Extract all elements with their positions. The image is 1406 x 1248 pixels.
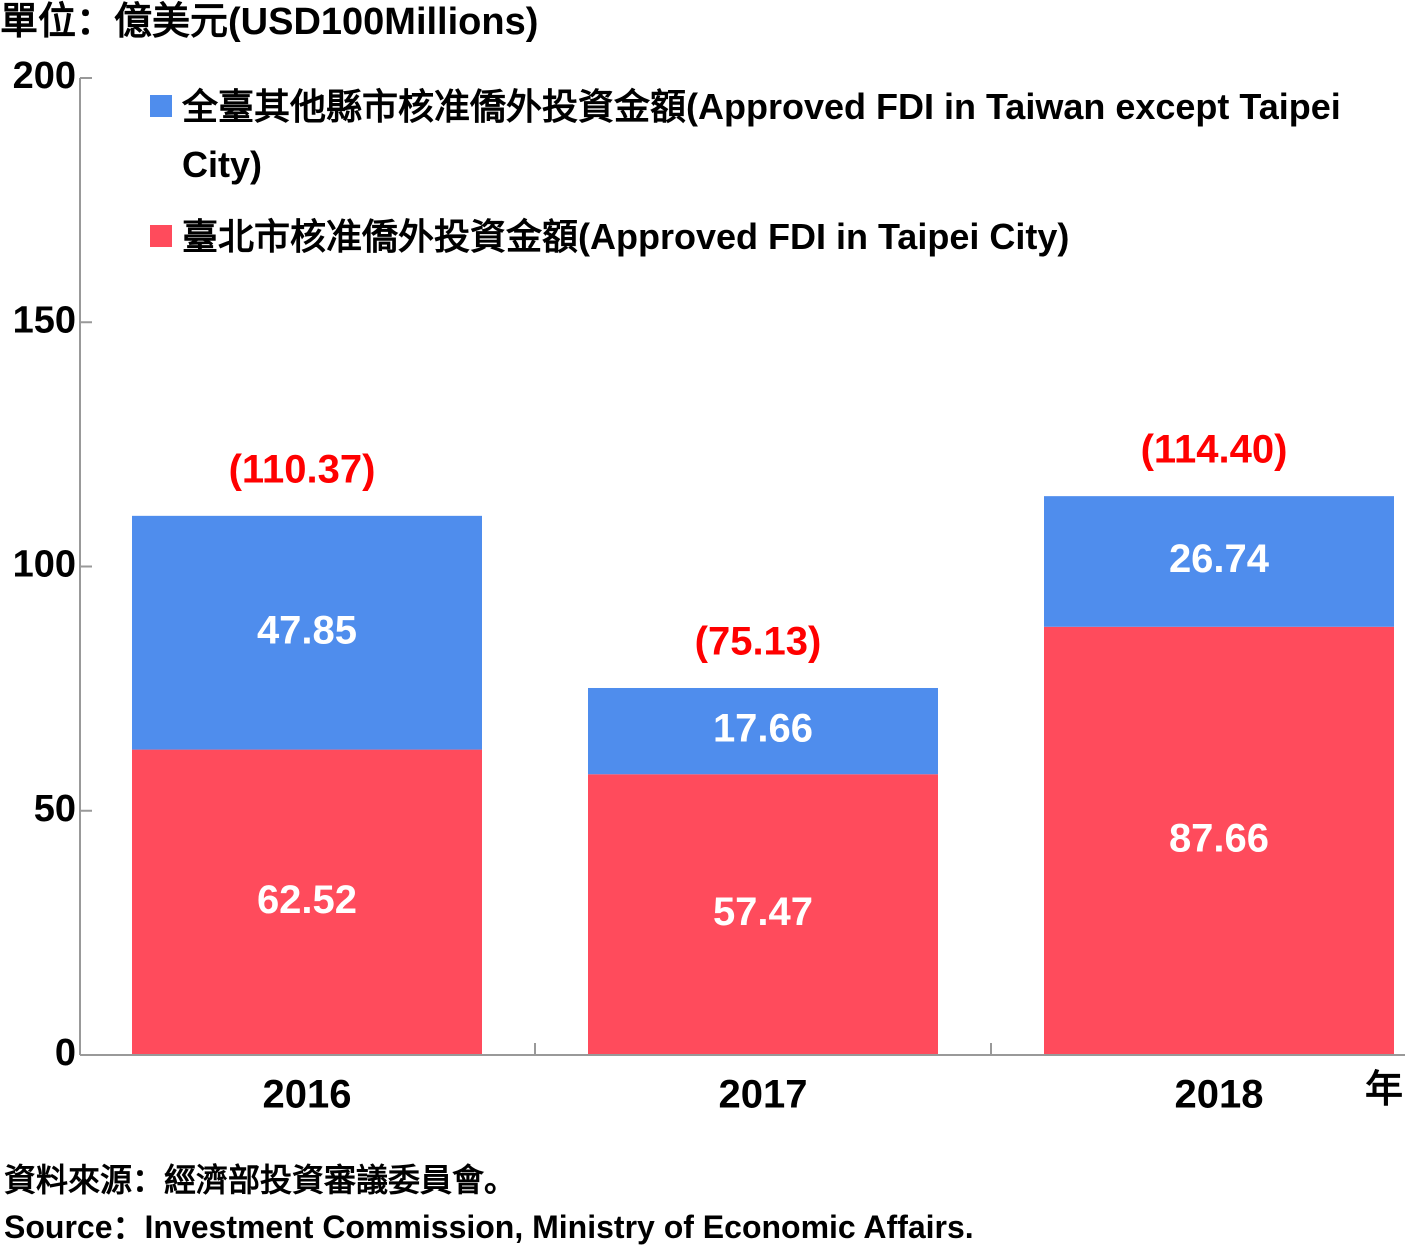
- value-label: 47.85: [257, 608, 357, 652]
- total-label: (110.37): [229, 447, 376, 491]
- x-tick-label: 2017: [719, 1073, 808, 1117]
- bar-segment: [132, 515, 482, 750]
- value-label: 17.66: [713, 707, 813, 751]
- bar-segment: [588, 687, 938, 775]
- y-tick-label: 200: [13, 55, 76, 97]
- total-label: (75.13): [695, 620, 822, 664]
- value-label: 87.66: [1169, 816, 1269, 860]
- x-unit: 年: [1365, 1069, 1403, 1111]
- x-tick-label: 2016: [263, 1073, 352, 1117]
- source-zh: 資料來源：經濟部投資審議委員會。: [4, 1162, 517, 1198]
- value-label: 62.52: [257, 878, 357, 922]
- y-tick-label: 50: [34, 788, 76, 830]
- legend-swatch: [150, 225, 172, 247]
- legend-swatch: [150, 95, 172, 117]
- y-tick-label: 150: [13, 299, 76, 341]
- bar-segment: [1044, 626, 1394, 1055]
- bar-segment: [132, 749, 482, 1055]
- source-en: Source：Investment Commission, Ministry o…: [4, 1209, 974, 1245]
- x-tick-label: 2018: [1175, 1073, 1264, 1117]
- y-tick-label: 100: [13, 544, 76, 586]
- value-label: 57.47: [713, 890, 813, 934]
- total-label: (114.40): [1141, 428, 1288, 472]
- y-tick-label: 0: [55, 1032, 76, 1074]
- bar-segment: [588, 774, 938, 1055]
- value-label: 26.74: [1169, 537, 1270, 581]
- bar-segment: [1044, 496, 1394, 627]
- legend-label: 臺北市核准僑外投資金額(Approved FDI in Taipei City): [182, 216, 1070, 257]
- legend-label: 全臺其他縣市核准僑外投資金額(Approved FDI in Taiwan ex…: [182, 86, 1341, 185]
- unit-title: 單位：億美元(USD100Millions): [0, 1, 538, 43]
